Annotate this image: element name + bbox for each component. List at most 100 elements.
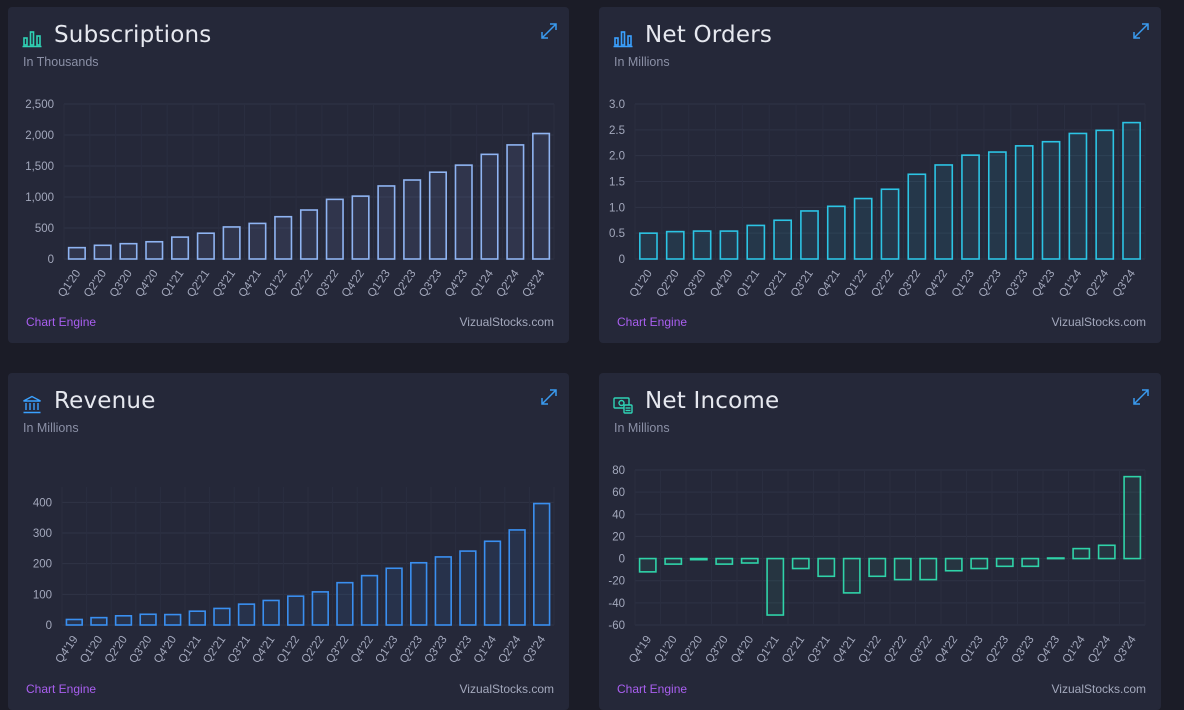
x-tick-label: Q3'24 — [520, 267, 548, 299]
y-tick-label: 0 — [619, 554, 625, 566]
card-title: Net Orders — [645, 22, 773, 48]
x-tick-label: Q2'22 — [288, 268, 315, 300]
chart-engine-link[interactable]: Chart Engine — [26, 315, 97, 329]
subscriptions-card: Subscriptions In Thousands 0 500 1,000 1,50… — [8, 7, 569, 343]
x-tick-label: Q4'23 — [1035, 634, 1062, 666]
x-tick-label: Q3'21 — [226, 634, 253, 666]
bar — [311, 591, 329, 626]
x-tick-label: Q2'22 — [869, 268, 896, 300]
bar — [907, 173, 927, 260]
bar — [196, 232, 215, 260]
x-tick-label: Q2'21 — [762, 268, 789, 300]
source-label: VizualStocks.com — [1051, 315, 1146, 329]
x-tick-label: Q4'23 — [447, 634, 474, 666]
y-tick-label: 1.5 — [609, 177, 625, 189]
y-tick-label: 200 — [33, 559, 52, 571]
x-tick-label: Q3'23 — [1009, 634, 1036, 666]
bar — [533, 502, 551, 626]
bar — [692, 230, 712, 260]
x-tick-label: Q1'23 — [366, 268, 393, 300]
bar — [944, 557, 963, 572]
money-icon — [613, 395, 633, 415]
bar — [274, 215, 293, 260]
x-tick-label: Q1'22 — [842, 268, 869, 300]
bar — [65, 618, 83, 626]
y-tick-label: 400 — [33, 497, 52, 509]
bar — [987, 151, 1007, 260]
x-tick-label: Q3'22 — [324, 634, 351, 666]
bar — [248, 222, 267, 260]
net-income-chart: -60-40-20020406080Q4'19Q1'20Q2'20Q3'20Q4… — [608, 465, 1146, 666]
y-tick-label: 2,000 — [25, 130, 54, 142]
x-tick-label: Q4'20 — [152, 634, 179, 666]
x-tick-label: Q2'20 — [103, 634, 130, 666]
x-tick-label: Q2'20 — [654, 268, 681, 300]
x-tick-label: Q3'20 — [703, 634, 730, 666]
x-tick-label: Q3'24 — [521, 633, 549, 665]
source-label: VizualStocks.com — [459, 682, 554, 696]
y-tick-label: -20 — [608, 576, 625, 588]
chart-engine-link[interactable]: Chart Engine — [617, 682, 688, 696]
chart-engine-link[interactable]: Chart Engine — [26, 682, 97, 696]
subscriptions-chart: 05001,0001,5002,0002,500Q1'20Q2'20Q3'20Q… — [25, 99, 555, 300]
bar — [188, 610, 206, 626]
expand-icon[interactable] — [1131, 21, 1151, 41]
bar — [403, 179, 422, 260]
expand-icon[interactable] — [539, 387, 559, 407]
x-tick-label: Q4'21 — [237, 268, 264, 300]
bar — [842, 557, 861, 594]
bar — [139, 613, 157, 626]
x-tick-label: Q3'20 — [681, 268, 708, 300]
y-tick-label: 2,500 — [25, 99, 54, 111]
bar — [1095, 129, 1115, 260]
x-tick-label: Q3'21 — [789, 268, 816, 300]
expand-icon[interactable] — [539, 21, 559, 41]
x-tick-label: Q3'21 — [805, 634, 832, 666]
bar — [1097, 544, 1116, 560]
bar — [1041, 140, 1061, 260]
bar — [171, 236, 190, 260]
y-tick-label: 2.0 — [609, 151, 625, 163]
x-tick-label: Q2'24 — [1086, 633, 1114, 665]
y-tick-label: 20 — [612, 531, 625, 543]
net-orders-chart: 00.51.01.52.02.53.0Q1'20 Q2'20 Q3'20 Q4'20 Q… — [609, 99, 1146, 300]
x-tick-label: Q1'22 — [262, 268, 289, 300]
x-tick-label: Q1'23 — [373, 634, 400, 666]
bar — [934, 164, 954, 260]
revenue-card: Revenue In Millions 0 100 200 300 400 Q4'19 Q1… — [8, 373, 569, 710]
bar — [880, 188, 900, 260]
bar — [410, 561, 428, 626]
bar — [817, 557, 836, 578]
bar — [385, 567, 403, 626]
bar — [1014, 145, 1034, 260]
bar — [868, 557, 887, 578]
x-tick-label: Q3'20 — [127, 634, 154, 666]
bar — [213, 607, 231, 626]
y-tick-label: 0.5 — [609, 228, 625, 240]
card-subtitle: In Millions — [23, 421, 79, 435]
bar — [893, 557, 912, 581]
x-tick-label: Q4'20 — [708, 268, 735, 300]
bar — [970, 557, 989, 570]
bar — [483, 540, 502, 626]
card-subtitle: In Millions — [614, 421, 670, 435]
x-tick-label: Q4'21 — [250, 634, 277, 666]
x-tick-label: Q1'20 — [652, 634, 679, 666]
x-tick-label: Q3'23 — [1003, 268, 1030, 300]
expand-icon[interactable] — [1131, 387, 1151, 407]
x-tick-label: Q4'22 — [349, 634, 376, 666]
bar — [287, 595, 305, 626]
y-tick-label: -40 — [608, 598, 625, 610]
x-tick-label: Q4'22 — [933, 634, 960, 666]
x-tick-label: Q3'22 — [907, 634, 934, 666]
y-tick-label: 60 — [612, 487, 625, 499]
bar — [360, 574, 379, 626]
bar — [766, 557, 785, 616]
bar — [237, 603, 256, 626]
bar — [222, 226, 241, 260]
bar — [532, 132, 551, 260]
x-tick-label: Q2'24 — [495, 267, 523, 299]
chart-engine-link[interactable]: Chart Engine — [617, 315, 688, 329]
x-tick-label: Q1'21 — [754, 634, 781, 666]
bar — [434, 556, 452, 626]
